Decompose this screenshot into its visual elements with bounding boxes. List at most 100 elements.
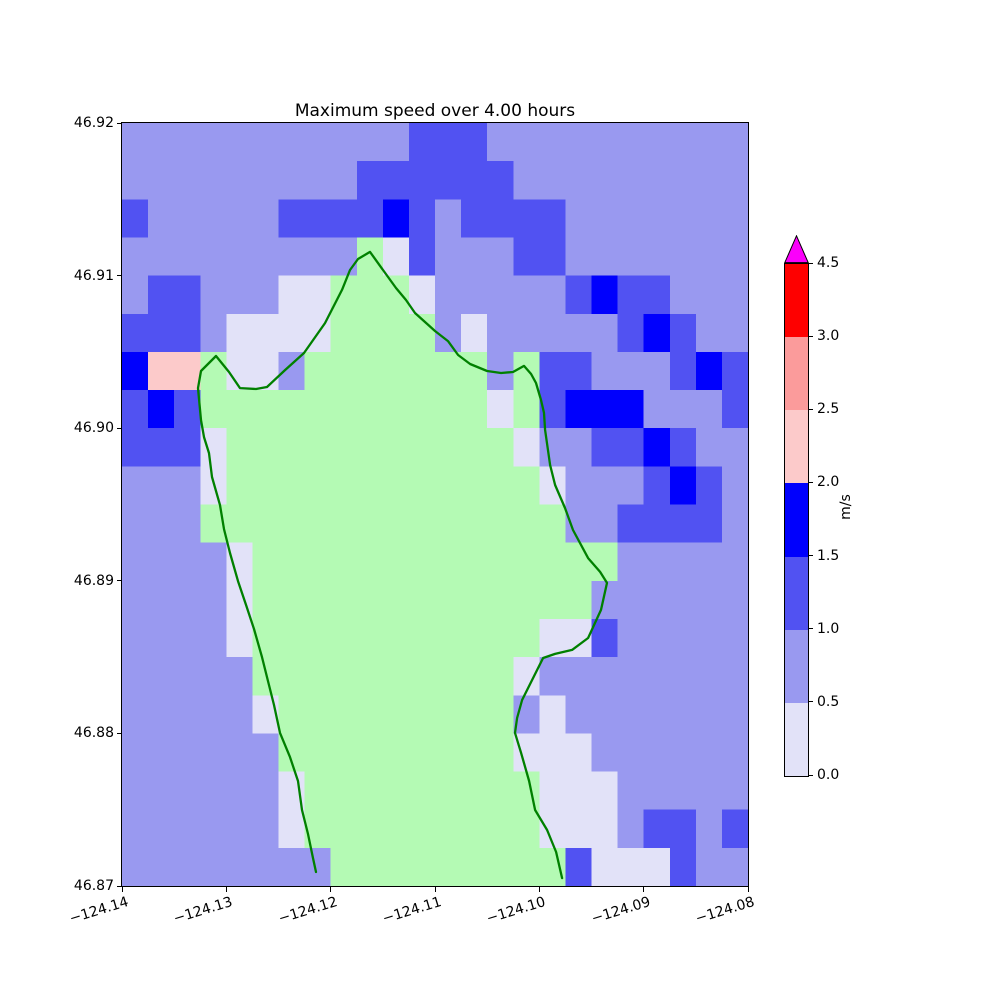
heatmap-cell (565, 466, 593, 506)
heatmap-cell (174, 504, 201, 544)
heatmap-cell (539, 313, 567, 353)
heatmap-cell (695, 351, 723, 391)
heatmap-cell (487, 313, 514, 353)
heatmap-cell (513, 199, 540, 239)
heatmap-cell (695, 733, 723, 773)
heatmap-cell (356, 580, 384, 620)
x-tick-label: −124.11 (380, 894, 444, 928)
heatmap-cell (278, 466, 306, 506)
heatmap-cell (565, 847, 593, 886)
heatmap-cell (408, 695, 436, 734)
heatmap-cell (226, 504, 254, 544)
heatmap-cell (382, 618, 410, 658)
heatmap-cell (461, 695, 488, 734)
heatmap-cell (669, 313, 697, 353)
heatmap-cell (461, 771, 488, 811)
colorbar-segment (785, 483, 808, 557)
heatmap-cell (330, 771, 358, 811)
heatmap-cell (174, 161, 201, 200)
heatmap-cell (643, 847, 671, 886)
heatmap-cell (356, 466, 384, 506)
heatmap-cell (330, 428, 358, 467)
heatmap-cell (148, 199, 175, 239)
heatmap-cell (591, 618, 619, 658)
heatmap-cell (591, 847, 619, 886)
heatmap-cell (435, 199, 462, 239)
colorbar-tick-label: 4.5 (817, 255, 840, 271)
heatmap-cell (721, 275, 748, 315)
heatmap-cell (617, 618, 645, 658)
heatmap-cell (539, 275, 567, 315)
heatmap-cell (669, 695, 697, 734)
heatmap-cell (617, 657, 645, 696)
heatmap-cell (695, 428, 723, 467)
heatmap-cell (721, 657, 748, 696)
heatmap-cell (487, 618, 514, 658)
heatmap-cell (461, 237, 488, 277)
heatmap-cell (356, 542, 384, 582)
heatmap-cell (304, 428, 332, 467)
colorbar-segment (785, 264, 808, 338)
y-tick-label: 46.92 (73, 115, 114, 131)
x-tick-label: −124.13 (171, 894, 235, 928)
heatmap-cell (200, 390, 227, 429)
heatmap-cell (252, 771, 280, 811)
heatmap-cell (513, 313, 540, 353)
heatmap-cell (461, 161, 488, 200)
x-tick-label: −124.10 (484, 894, 548, 928)
heatmap-cell (617, 771, 645, 811)
heatmap-cell (252, 275, 280, 315)
heatmap-cell (617, 733, 645, 773)
heatmap-cell (591, 809, 619, 849)
heatmap-cell (591, 428, 619, 467)
heatmap-cell (330, 504, 358, 544)
heatmap-cell (487, 733, 514, 773)
heatmap-cell (487, 390, 514, 429)
heatmap-cell (435, 542, 462, 582)
heatmap-cell (695, 161, 723, 200)
heatmap-cell (330, 733, 358, 773)
heatmap-cell (539, 733, 567, 773)
colorbar-tick-label: 3.0 (817, 328, 840, 345)
heatmap-cell (591, 733, 619, 773)
y-tick-mark (117, 885, 122, 887)
heatmap-cell (617, 695, 645, 734)
heatmap-cell (487, 161, 514, 200)
heatmap-cell (487, 466, 514, 506)
heatmap-cell (226, 390, 254, 429)
heatmap-cell (591, 237, 619, 277)
heatmap-cell (669, 123, 697, 162)
heatmap-cell (252, 695, 280, 734)
heatmap-cell (148, 237, 175, 277)
heatmap-cell (721, 542, 748, 582)
heatmap-cell (278, 542, 306, 582)
heatmap-cell (148, 275, 175, 315)
heatmap-cell (226, 657, 254, 696)
heatmap-cell (669, 428, 697, 467)
heatmap-cell (304, 809, 332, 849)
heatmap-cell (695, 390, 723, 429)
heatmap-cell (721, 733, 748, 773)
heatmap-cell (226, 733, 254, 773)
heatmap-cell (669, 809, 697, 849)
heatmap-cell (513, 504, 540, 544)
heatmap-cell (252, 504, 280, 544)
heatmap-cell (200, 542, 227, 582)
heatmap-cell (461, 809, 488, 849)
heatmap-cell (122, 657, 149, 696)
heatmap-cell (408, 351, 436, 391)
heatmap-cell (721, 695, 748, 734)
heatmap-cell (226, 237, 254, 277)
heatmap-cell (122, 428, 149, 467)
heatmap-cell (278, 618, 306, 658)
heatmap-cell (278, 199, 306, 239)
heatmap-cell (591, 771, 619, 811)
heatmap-cell (591, 123, 619, 162)
heatmap-cell (643, 809, 671, 849)
colorbar-over-arrow (784, 235, 809, 263)
heatmap-cell (461, 275, 488, 315)
heatmap-cell (461, 313, 488, 353)
heatmap-cell (539, 771, 567, 811)
heatmap-cell (278, 695, 306, 734)
heatmap-cell (330, 542, 358, 582)
